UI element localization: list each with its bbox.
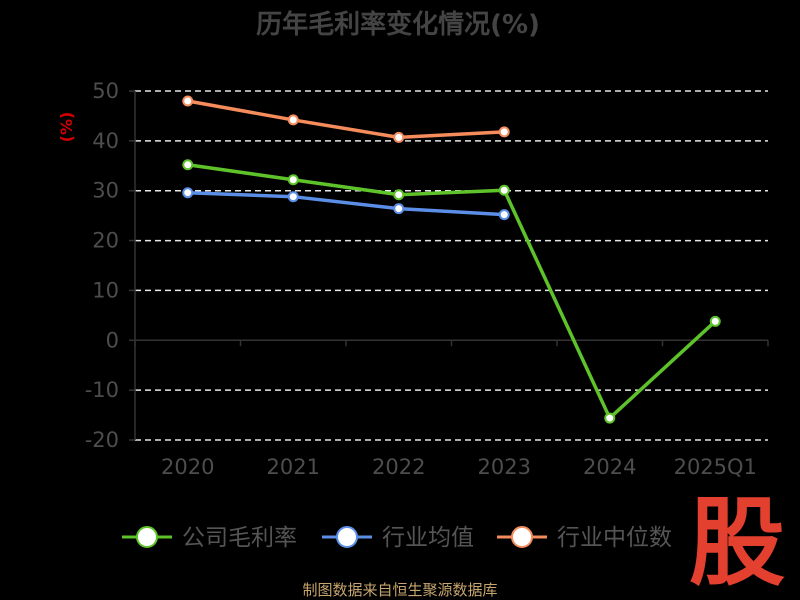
data-point-2-0	[182, 95, 194, 107]
series-line-0	[187, 163, 717, 420]
y-axis-unit: (%)	[57, 112, 76, 143]
y-tick-label-2: 30	[92, 179, 119, 203]
data-point-0-5	[709, 315, 721, 327]
data-point-1-0	[182, 187, 194, 199]
x-tick-label-4: 2024	[583, 455, 636, 479]
legend: 公司毛利率 行业均值 行业中位数	[122, 525, 672, 551]
x-tick-label-0: 2020	[161, 455, 214, 479]
legend-swatch-marker-0	[136, 526, 158, 548]
legend-label-1: 行业均值	[382, 525, 474, 551]
data-point-2-3	[498, 126, 510, 138]
legend-item-0: 公司毛利率	[122, 525, 297, 551]
y-tick-labels: 50 40 30 20 10 0 -10 -20	[85, 79, 119, 452]
x-tick-labels: 2020 2021 2022 2023 2024 2025Q1	[161, 455, 757, 479]
y-tick-label-5: 0	[106, 328, 119, 352]
x-tick-label-1: 2021	[267, 455, 320, 479]
data-point-1-2	[393, 203, 405, 215]
source-note: 制图数据来自恒生聚源数据库	[302, 581, 497, 599]
series-line-2	[187, 99, 505, 140]
series-line-1	[187, 190, 505, 217]
data-point-1-3	[498, 209, 510, 221]
data-point-0-3	[498, 184, 510, 196]
data-point-2-2	[393, 131, 405, 143]
axes	[129, 90, 769, 441]
gridlines	[135, 90, 768, 441]
series-lines	[182, 95, 721, 424]
x-tick-label-3: 2023	[478, 455, 531, 479]
series-0	[182, 159, 721, 424]
chart-title: 历年毛利率变化情况(%)	[256, 9, 540, 40]
y-tick-label-4: 10	[92, 278, 119, 302]
data-point-1-1	[287, 191, 299, 203]
data-point-0-1	[287, 174, 299, 186]
data-point-2-1	[287, 114, 299, 126]
y-tick-label-1: 40	[92, 129, 119, 153]
data-point-0-0	[182, 159, 194, 171]
legend-label-2: 行业中位数	[557, 525, 672, 551]
series-2	[182, 95, 510, 143]
series-1	[182, 187, 510, 221]
x-tick-label-2: 2022	[372, 455, 425, 479]
data-point-0-2	[393, 189, 405, 201]
y-tick-label-3: 20	[92, 229, 119, 253]
legend-item-2: 行业中位数	[497, 525, 672, 551]
legend-label-0: 公司毛利率	[182, 525, 297, 551]
y-tick-label-6: -10	[85, 378, 119, 402]
legend-swatch-marker-1	[336, 526, 358, 548]
y-tick-label-7: -20	[85, 428, 119, 452]
legend-swatch-marker-2	[511, 526, 533, 548]
data-point-0-4	[604, 412, 616, 424]
x-tick-label-5: 2025Q1	[674, 455, 757, 479]
y-tick-label-0: 50	[92, 79, 119, 103]
logo-mark: 股	[689, 487, 785, 599]
legend-item-1: 行业均值	[322, 525, 474, 551]
